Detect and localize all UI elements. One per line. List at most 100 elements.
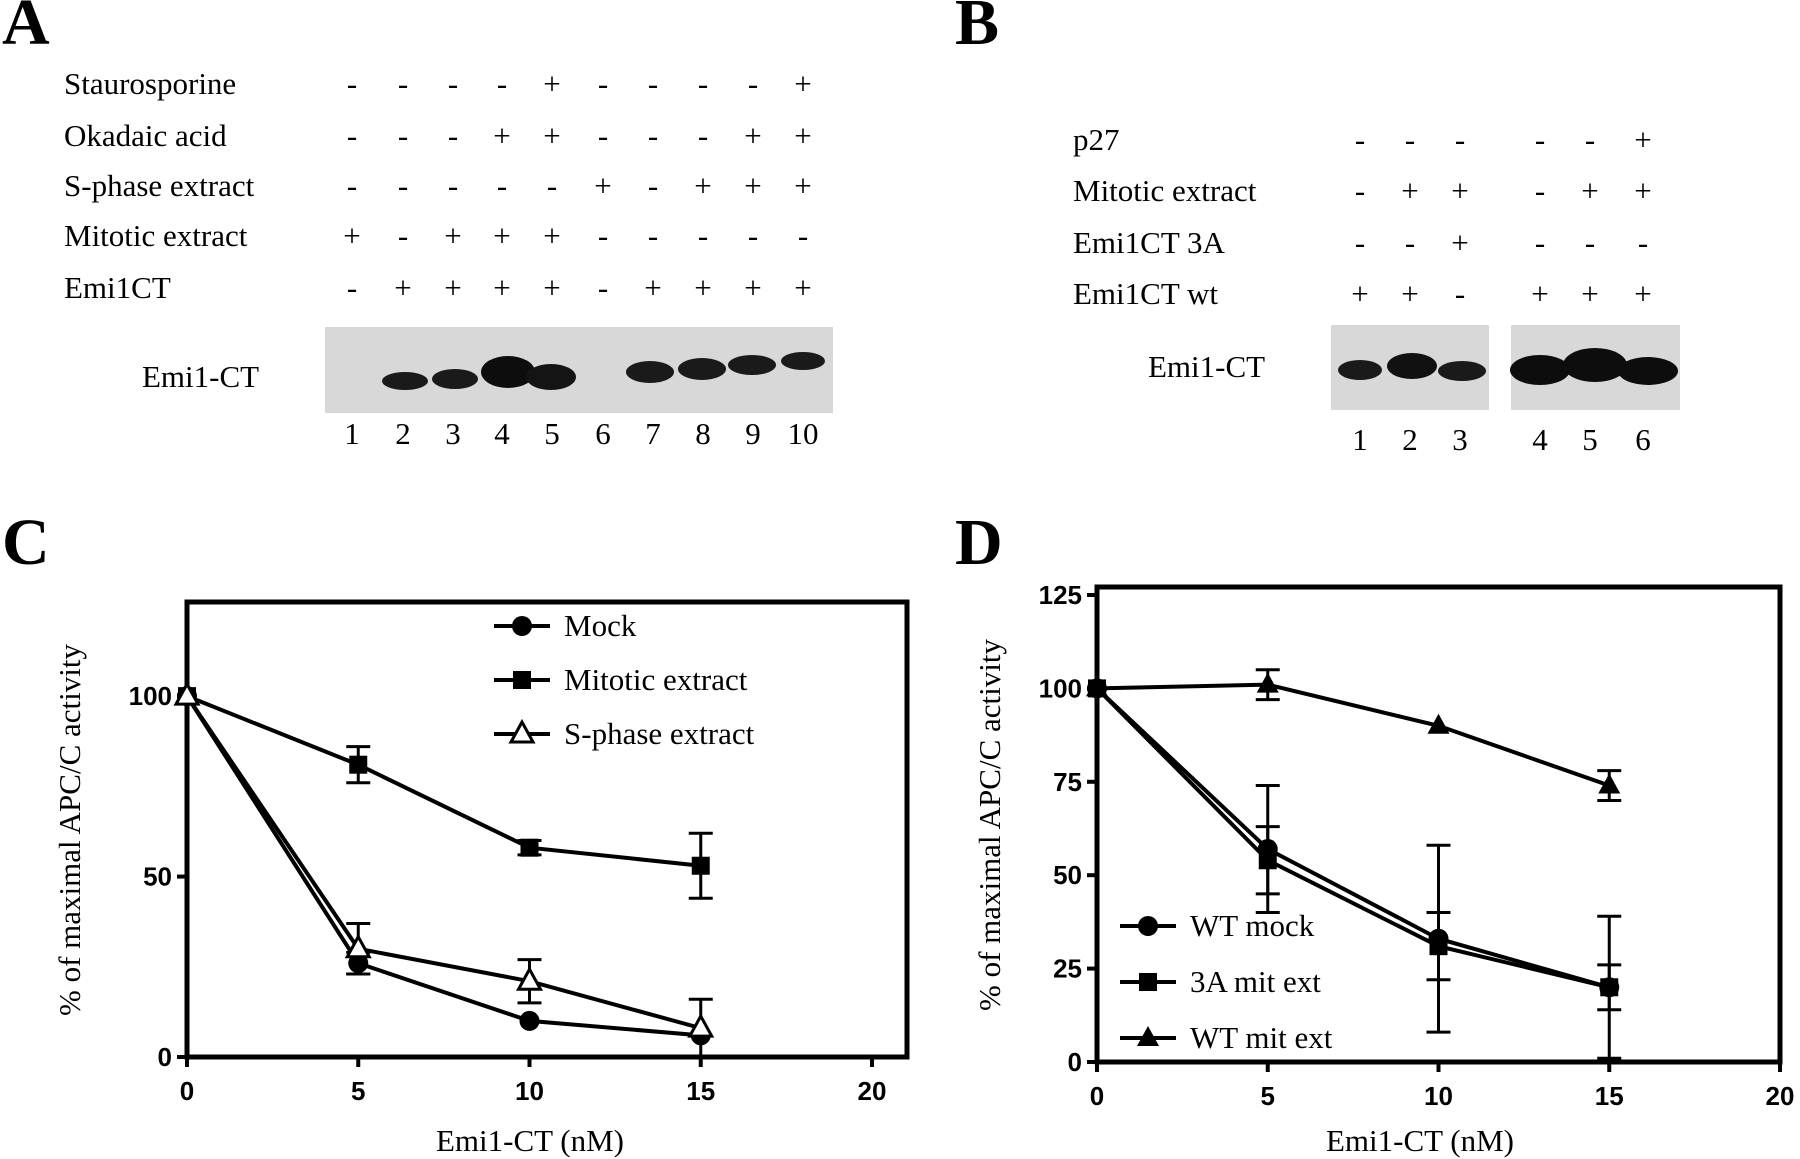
sign-cell: + [744,118,761,153]
panel-a-row-label: S-phase extract [64,168,255,203]
sign-cell: - [347,168,357,203]
lane-number: 7 [645,416,661,451]
sign-cell: + [694,168,711,203]
sign-cell: + [1634,122,1651,157]
sign-cell: - [1535,122,1545,157]
sign-cell: - [398,66,408,101]
sign-cell: + [1351,276,1368,311]
legend-label: 3A mit ext [1190,964,1321,999]
data-point [1258,851,1277,870]
sign-cell: - [1638,225,1648,260]
y-tick-label: 75 [1053,767,1082,797]
blot-band [781,352,825,370]
y-tick-label: 0 [1068,1047,1082,1077]
sign-cell: + [543,118,560,153]
lane-number: 4 [494,416,510,451]
blot-band [432,369,478,389]
sign-cell: + [794,118,811,153]
panel-a-row-label: Staurosporine [64,66,236,101]
panel-d-letter: D [955,506,1003,579]
series-line [185,695,702,1031]
blot-band [626,361,674,383]
legend: WT mock 3A mit ext WT mit ext [1120,908,1333,1055]
data-point [344,933,372,959]
sign-cell: - [347,118,357,153]
sign-cell: - [448,118,458,153]
data-point [1256,672,1279,693]
lane-number: 3 [445,416,461,451]
y-tick-label: 100 [1039,673,1082,703]
y-axis-title: % of maximal APC/C activity [972,639,1007,1011]
lane-number: 8 [695,416,711,451]
blot-band [481,356,535,388]
sign-cell: - [347,66,357,101]
lane-number: 5 [1582,422,1598,457]
sign-cell: - [547,168,557,203]
lane-number: 2 [1402,422,1418,457]
series-line [186,694,701,868]
x-tick-label: 0 [180,1076,194,1106]
sign-cell: - [748,218,758,253]
sign-cell: + [543,218,560,253]
sign-cell: + [694,270,711,305]
data-point [1427,713,1450,734]
sign-cell: - [448,66,458,101]
plot-frame [184,599,910,1060]
sign-cell: - [748,66,758,101]
panel-c: C % of maximal APC/C activity Emi1-CT (n… [2,506,910,1158]
data-point [515,966,544,991]
sign-cell: + [794,270,811,305]
panel-b-row-labels: p27 Mitotic extract Emi1CT 3A Emi1CT wt [1073,122,1257,311]
blot-band [382,372,428,390]
x-axis-title: Emi1-CT (nM) [1326,1123,1514,1158]
sign-cell: + [343,218,360,253]
panel-b-row-label: Emi1CT wt [1073,276,1218,311]
y-tick-label: 125 [1039,580,1082,610]
y-tick-label: 50 [143,862,172,892]
sign-cell: - [1585,225,1595,260]
sign-cell: - [648,218,658,253]
data-point [1598,773,1621,794]
blot-band [1618,357,1678,385]
data-point [519,1010,540,1031]
x-tick-label: 15 [1595,1081,1624,1111]
panel-b-row-label: Emi1CT 3A [1073,225,1225,260]
legend-label: Mitotic extract [564,662,748,697]
panel-a-blot-label: Emi1-CT [142,359,259,394]
blot-band [728,355,776,375]
sign-cell: - [798,218,808,253]
blot-band [678,358,726,380]
sign-cell: - [1405,122,1415,157]
sign-cell: + [1634,173,1651,208]
legend-marker [1137,1026,1159,1046]
sign-cell: + [1401,276,1418,311]
blot-band [1510,355,1570,385]
x-tick-label: 10 [515,1076,544,1106]
y-axis-title: % of maximal APC/C activity [52,644,87,1016]
sign-cell: + [1581,173,1598,208]
sign-cell: - [598,218,608,253]
sign-cell: - [598,66,608,101]
legend-marker [513,671,531,689]
x-tick-label: 5 [351,1076,365,1106]
panel-b-sign-grid: - - - - - + - + + - + + - - + - - - + + - + + + [1351,122,1651,311]
sign-cell: + [543,66,560,101]
series-line [1095,686,1610,990]
panel-a-letter: A [2,0,50,59]
sign-cell: + [444,270,461,305]
sign-cell: + [394,270,411,305]
panel-a-sign-grid: - - - - + - - - - +- - - + + - - - + +- - - - - + - + + ++ - + + + - - - - -… [343,66,811,305]
data-point [1086,676,1108,697]
blot-band [1338,360,1382,380]
panel-a-row-label: Emi1CT [64,270,171,305]
panel-c-letter: C [2,506,50,579]
lane-number: 1 [344,416,360,451]
legend-label: Mock [564,608,637,643]
sign-cell: - [1535,173,1545,208]
data-point [173,681,201,706]
sign-cell: + [744,270,761,305]
legend-label: WT mock [1190,908,1315,943]
legend-marker [512,616,532,636]
sign-cell: - [1455,276,1465,311]
